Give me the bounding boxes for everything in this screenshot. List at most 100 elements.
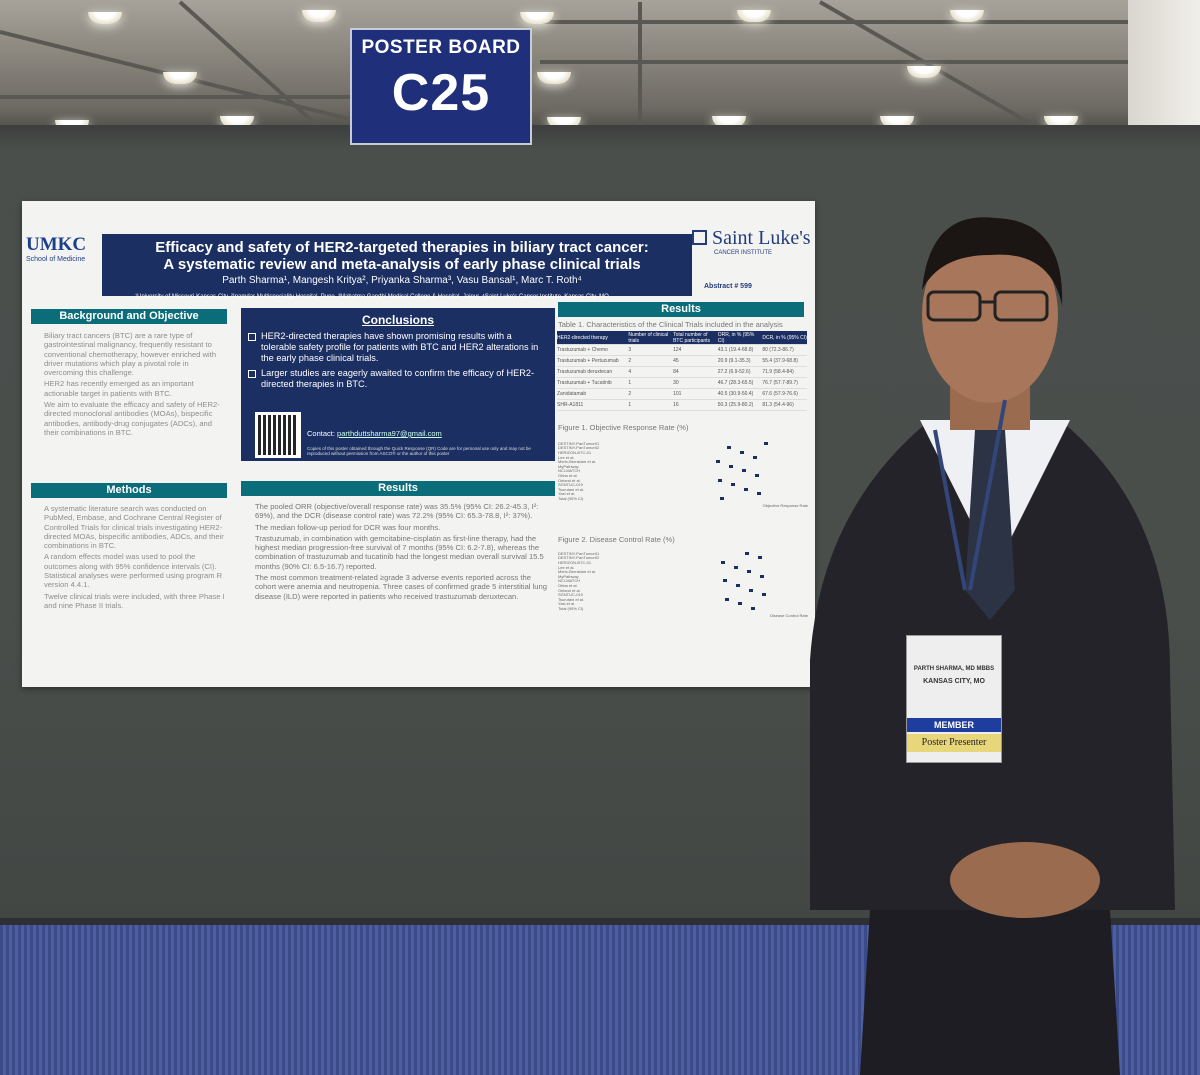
forest-row: Tsurutani et al. <box>558 597 808 602</box>
methods-item: A random effects model was used to pool … <box>44 552 223 590</box>
badge-location: KANSAS CITY, MO <box>923 678 985 685</box>
poster-board-top <box>0 125 1200 151</box>
forest-point <box>755 473 759 477</box>
forest-row: Yasi et al. <box>558 491 808 496</box>
forest-row: Ohba et al. <box>558 583 808 588</box>
forest-point <box>760 574 764 578</box>
forest-point <box>723 579 727 583</box>
forest-row: SGNTUC-019 <box>558 482 808 487</box>
forest-point <box>762 593 766 597</box>
forest-row: Oeland et al. <box>558 478 808 483</box>
forest-row: DESTINY-PanTumor01 <box>558 551 808 556</box>
results-item: The median follow-up period for DCR was … <box>255 522 441 532</box>
table-row: Trastuzumab + Pertuzumab 2 45 20.9 (9.1-35.… <box>557 356 807 367</box>
figure1-title: Figure 1. Objective Response Rate (%) <box>558 423 689 432</box>
results-item: Trastuzumab, in combination with gemcita… <box>255 533 544 571</box>
conclusions-heading: Conclusions <box>361 313 434 327</box>
cross-icon <box>692 230 707 245</box>
figure2-title: Figure 2. Disease Control Rate (%) <box>558 535 675 544</box>
contact-line: Contact: parthduttsharma97@gmail.com <box>307 429 442 438</box>
forest-row: Lee et al. <box>558 565 808 570</box>
forest-point <box>758 556 762 560</box>
forest-point <box>720 496 724 500</box>
table-row: Zanidatamab 2 101 40.5 (30.9-50.4) 67.6 (57.… <box>557 389 807 400</box>
contact-email[interactable]: parthduttsharma97@gmail.com <box>337 429 442 438</box>
background-item: We aim to evaluate the efficacy and safe… <box>44 400 220 437</box>
background-item: HER2 has recently emerged as an importan… <box>44 379 194 398</box>
forest-row: DESTINY-PanTumor02 <box>558 555 808 560</box>
conference-badge: PARTH SHARMA, MD MBBS KANSAS CITY, MO ME… <box>906 635 1002 763</box>
table-row: Trastuzumab + Chemo 3 124 43.1 (19.4-68.8) 8… <box>557 345 807 356</box>
forest-point <box>721 560 725 564</box>
forest-row: MyPathway <box>558 574 808 579</box>
forest-row: NCI-MATCH <box>558 468 808 473</box>
table-caption: Table 1. Characteristics of the Clinical… <box>558 320 783 329</box>
qr-code[interactable] <box>255 412 301 458</box>
research-poster: UMKC School of Medicine Saint Luke's CAN… <box>22 201 815 687</box>
ceiling <box>0 0 1200 135</box>
forest-point <box>742 469 746 473</box>
forest-row: Total (95% CI) <box>558 496 808 501</box>
methods-heading: Methods <box>31 483 227 498</box>
forest-point <box>744 487 748 491</box>
poster-header-band <box>102 234 692 296</box>
forest-point <box>736 583 740 587</box>
forest-point <box>731 483 735 487</box>
forest-row: HERIZON-BTC-01 <box>558 450 808 455</box>
forest-row: Ohba et al. <box>558 473 808 478</box>
forest-point <box>727 446 731 450</box>
copies-note: Copies of this poster obtained through t… <box>307 446 531 456</box>
forest-row: Meric-Bernstam et al. <box>558 569 808 574</box>
forest-point <box>749 588 753 592</box>
forest-point <box>738 602 742 606</box>
umkc-logo: UMKC School of Medicine <box>26 234 87 263</box>
forest-point <box>725 597 729 601</box>
forest-point <box>753 455 757 459</box>
forest-row: Oeland et al. <box>558 588 808 593</box>
forest-row: Lee et al. <box>558 455 808 460</box>
forest-point <box>718 478 722 482</box>
abstract-number: Abstract # 599 <box>704 283 752 290</box>
forest-plot-orr: DESTINY-PanTumor01 DESTINY-PanTumor02 HERI… <box>558 441 808 508</box>
badge-member: MEMBER <box>907 718 1001 732</box>
table-header-row: HER2-directed therapy Number of clinical … <box>557 331 807 345</box>
forest-point <box>751 606 755 610</box>
forest-point <box>740 450 744 454</box>
results-item: The pooled ORR (objective/overall respon… <box>255 502 539 521</box>
forest-row: MyPathway <box>558 464 808 469</box>
trials-table: HER2-directed therapy Number of clinical … <box>557 331 807 411</box>
poster-authors: Parth Sharma¹, Mangesh Kritya², Priyanka… <box>222 275 582 286</box>
forest-row: Yasi et al. <box>558 601 808 606</box>
results-heading: Results <box>241 481 555 496</box>
poster-title-line1: Efficacy and safety of HER2-targeted the… <box>155 239 649 256</box>
forest-row: NCI-MATCH <box>558 578 808 583</box>
table-row: Trastuzumab deruxtecan 4 84 27.2 (6.9-52.6)… <box>557 367 807 378</box>
poster-board-sign: POSTER BOARD C25 <box>350 28 532 145</box>
poster-affiliations: ¹University of Missouri-Kansas City, ²In… <box>135 294 609 300</box>
forest-point <box>747 570 751 574</box>
forest-row: SGNTUC-019 <box>558 592 808 597</box>
forest-point <box>734 565 738 569</box>
table-row: SHR-A1811 1 16 50.3 (25.9-80.2) 81.3 (54.4-9… <box>557 400 807 411</box>
badge-presenter: Poster Presenter <box>907 734 1001 752</box>
sign-number: C25 <box>391 64 491 122</box>
forest-point <box>716 460 720 464</box>
poster-title-line2: A systematic review and meta-analysis of… <box>163 256 641 273</box>
forest-axis-label: Objective Response Rate <box>762 502 808 508</box>
forest-row: DESTINY-PanTumor02 <box>558 445 808 450</box>
results-list: The pooled ORR (objective/overall respon… <box>255 502 547 603</box>
forest-point <box>729 464 733 468</box>
sign-title: POSTER BOARD <box>361 37 521 58</box>
forest-point <box>745 551 749 555</box>
forest-row: Meric-Bernstam et al. <box>558 459 808 464</box>
conclusion-item: Larger studies are eagerly awaited to co… <box>248 368 549 390</box>
forest-plot-dcr: DESTINY-PanTumor01 DESTINY-PanTumor02 HERI… <box>558 551 808 618</box>
results-item: The most common treatment-related ≥grade… <box>255 573 547 601</box>
wall-pillar <box>1128 0 1200 125</box>
background-list: Biliary tract cancers (BTC) are a rare t… <box>44 331 228 439</box>
forest-point <box>764 441 768 445</box>
table-row: Trastuzumab + Tucatinib 1 30 46.7 (28.3-65.… <box>557 378 807 389</box>
methods-item: A systematic literature search was condu… <box>44 504 224 551</box>
forest-row: HERIZON-BTC-01 <box>558 560 808 565</box>
background-heading: Background and Objective <box>31 309 227 324</box>
